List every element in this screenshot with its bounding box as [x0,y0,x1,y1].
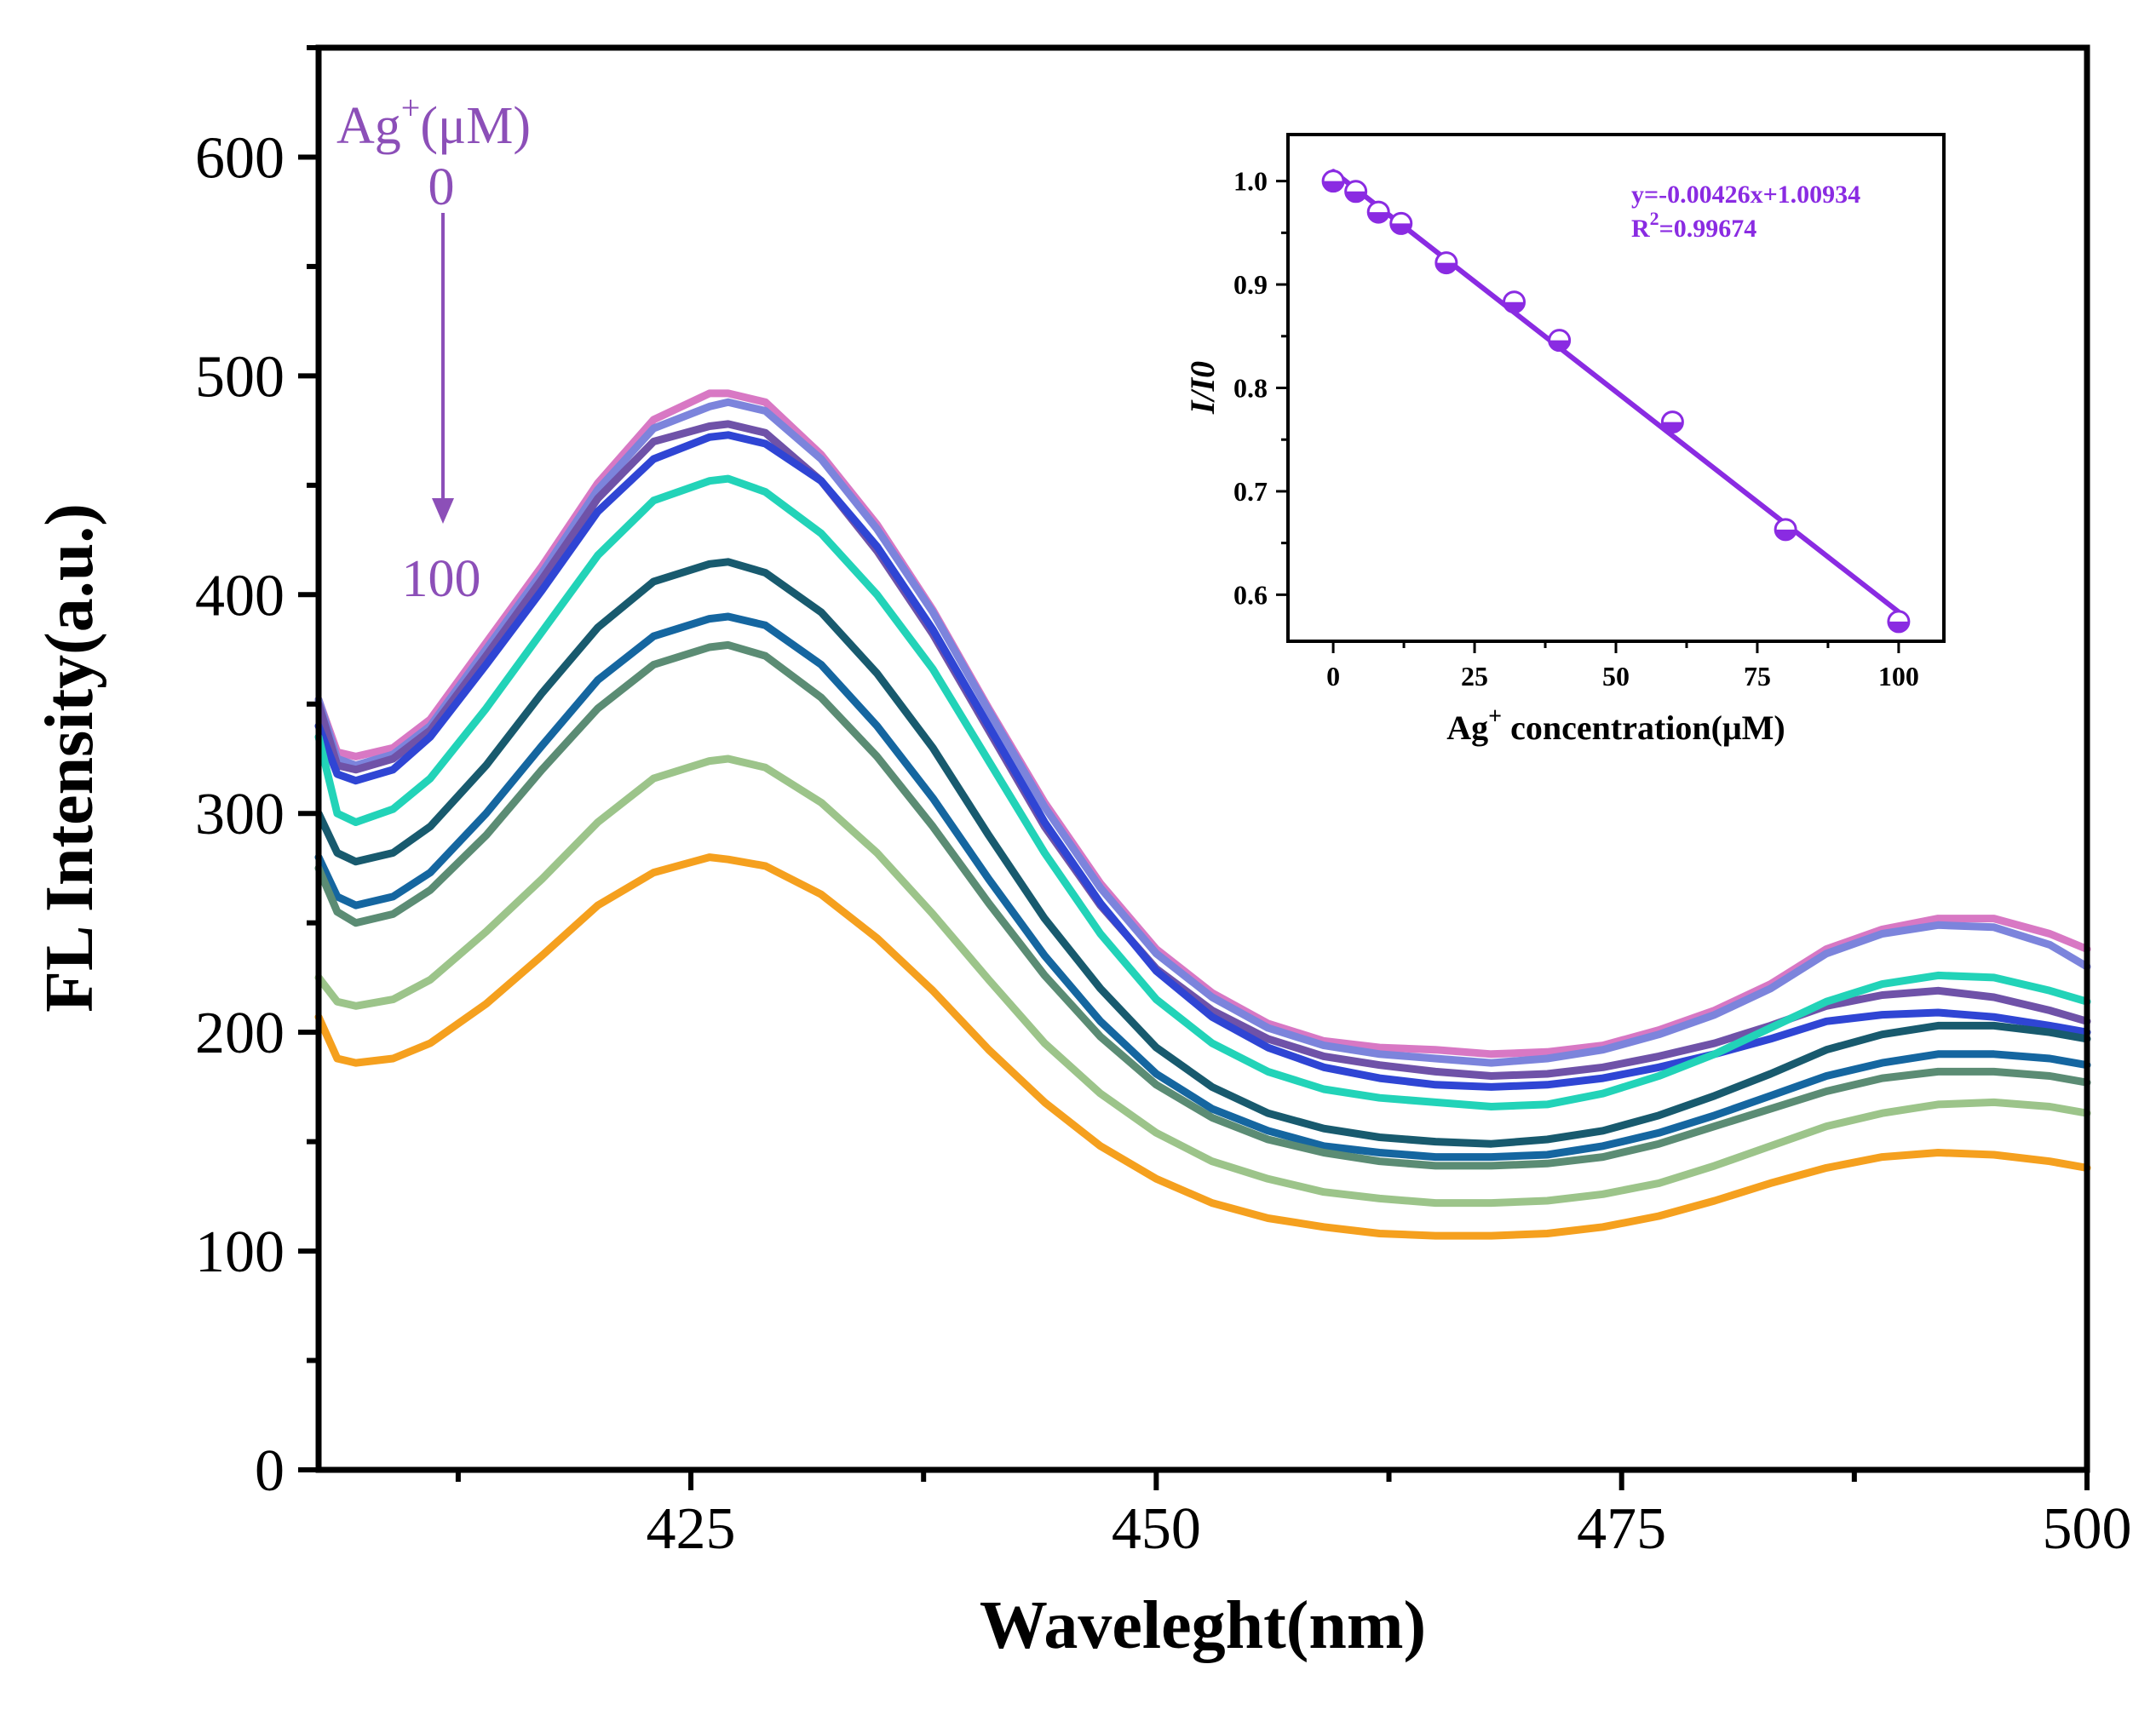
inset-r-squared-r: R [1631,215,1650,243]
inset-point-fill [1503,301,1525,313]
inset-y-axis: 0.6 0.7 0.8 0.9 1.0 [1233,166,1288,610]
inset-y-tick-label-0.9: 0.9 [1233,269,1268,300]
main-series-group [314,389,2091,1240]
inset-point-fill [1323,181,1344,192]
y-tick-label-0: 0 [255,1438,285,1504]
concentration-annotation: Ag+(μM) 0 100 [336,89,531,608]
y-tick-label-100: 100 [195,1219,285,1285]
inset-y-axis-label: I/I0 [1183,361,1222,415]
inset-fit-line [1331,169,1901,615]
inset-point-fill [1662,422,1683,433]
series-line-4uM [314,398,2091,1067]
inset-point-100 [1887,610,1911,634]
main-y-axis-label: FL Intensity(a.u.) [32,503,107,1013]
main-y-axis: 0 100 200 300 400 500 600 [195,45,319,1504]
main-plot-border [315,44,2090,1473]
inset-y-tick-label-0.8: 0.8 [1233,373,1268,404]
inset-point-60 [1660,410,1684,434]
x-tick-label-450: 450 [1112,1496,1201,1562]
inset-x-axis-label-ag: Ag [1446,709,1488,747]
inset-point-40 [1548,329,1572,353]
annotation-end-label: 100 [402,550,481,608]
x-tick-label-475: 475 [1577,1496,1666,1562]
inset-x-axis-label-rest: concentration(μM) [1502,709,1785,747]
x-tick-label-425: 425 [647,1496,736,1562]
y-tick-label-200: 200 [195,1001,285,1066]
annotation-arrow-head [432,498,454,524]
inset-point-fill [1549,340,1570,351]
annotation-start-label: 0 [428,158,455,216]
series-line-40uM [314,612,2091,1162]
inset-chart: 0 25 50 75 100 0.6 0.7 0.8 0.9 1.0 y=-0.00426x+1… [1183,133,1946,747]
main-plot-frame [315,44,2090,1473]
series-line-20uM [314,474,2091,1110]
inset-x-axis: 0 25 50 75 100 [1326,641,1919,691]
series-line-12uM [314,431,2091,1091]
inset-x-tick-label-25: 25 [1461,661,1488,691]
series-line-100uM [314,853,2091,1240]
inset-x-tick-label-75: 75 [1744,661,1771,691]
inset-point-fill [1390,223,1411,234]
inset-point-fill [1368,212,1389,223]
inset-point-32 [1503,290,1526,314]
inset-point-0 [1321,169,1345,193]
inset-r-squared-sup: 2 [1650,208,1659,229]
inset-r-squared-value: =0.99674 [1659,215,1757,243]
inset-x-axis-label: Ag+ concentration(μM) [1446,703,1785,747]
inset-fit-equation: y=-0.00426x+1.00934 [1631,181,1860,209]
inset-point-fill [1435,262,1457,273]
annotation-title-sup: + [401,89,421,127]
inset-x-tick-label-0: 0 [1326,661,1340,691]
y-tick-label-300: 300 [195,782,285,847]
series-line-32uM [314,558,2091,1148]
inset-point-fill [1888,621,1909,632]
series-line-60uM [314,640,2091,1170]
inset-y-tick-label-0.7: 0.7 [1233,476,1268,507]
inset-y-tick-label-1.0: 1.0 [1233,166,1268,197]
inset-x-tick-label-100: 100 [1878,661,1919,691]
inset-point-fill [1345,191,1366,202]
inset-point-fill [1775,529,1797,540]
series-line-80uM [314,755,2091,1208]
x-tick-label-500: 500 [2043,1496,2132,1562]
inset-fit-group [1331,169,1901,615]
y-tick-label-600: 600 [195,125,285,191]
inset-point-12 [1389,211,1413,235]
inset-point-4 [1344,180,1368,204]
inset-x-axis-label-sup: + [1488,703,1502,730]
y-tick-label-400: 400 [195,563,285,628]
inset-point-8 [1366,200,1390,224]
annotation-title-ag: Ag [336,97,401,155]
inset-point-20 [1434,251,1458,275]
inset-points-group [1321,169,1911,634]
annotation-title: Ag+(μM) [336,89,531,155]
inset-r-squared: R2=0.99674 [1631,208,1756,243]
inset-x-tick-label-50: 50 [1602,661,1630,691]
annotation-title-unit: (μM) [420,97,531,155]
inset-point-80 [1774,518,1797,542]
main-x-axis-label: Waveleght(nm) [980,1588,1426,1663]
main-x-axis: 425 450 475 500 [455,1470,2132,1562]
y-tick-label-500: 500 [195,344,285,410]
inset-y-tick-label-0.6: 0.6 [1233,579,1268,610]
